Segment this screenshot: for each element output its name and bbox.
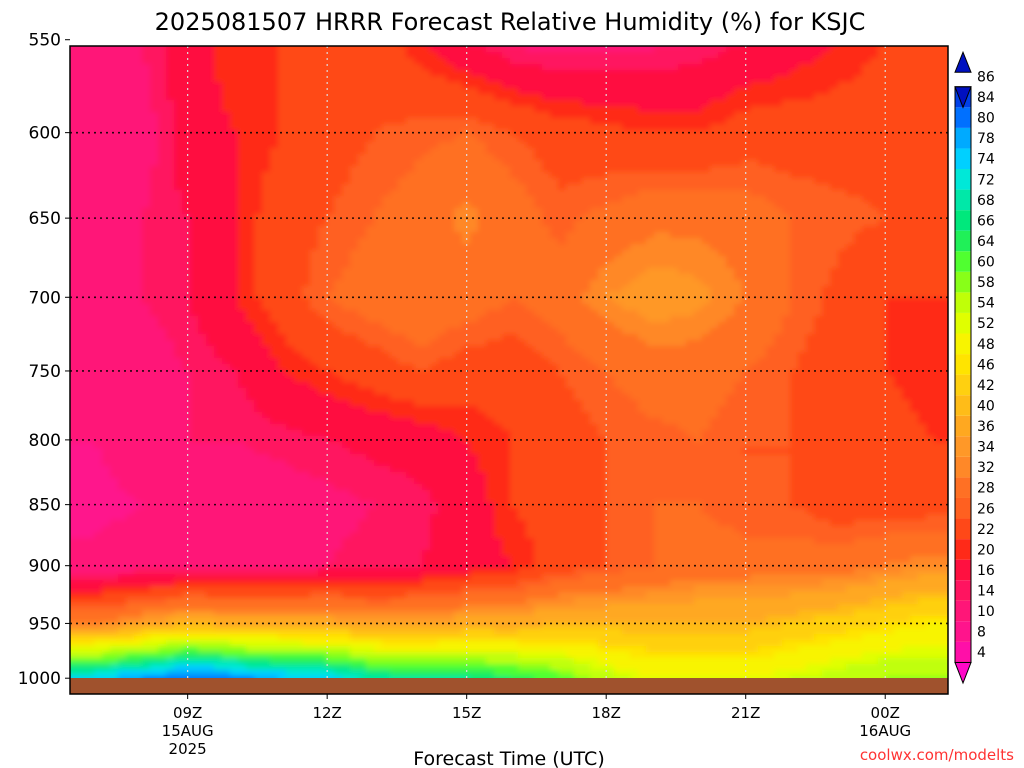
colorbar-label-78: 78: [977, 131, 995, 147]
colorbar-swatch: [955, 621, 971, 642]
x-tick-sublabel-16AUG: 16AUG: [859, 722, 911, 740]
grid-lines: [70, 46, 948, 678]
colorbar-swatch: [955, 271, 971, 293]
y-tick-label-700: 700: [29, 288, 61, 308]
colorbar-swatch: [955, 230, 971, 252]
colorbar-swatch: [955, 354, 971, 375]
colorbar-label-28: 28: [977, 481, 995, 497]
x-tick-label-15Z: 15Z: [452, 704, 481, 722]
y-tick-label-650: 650: [29, 209, 61, 229]
colorbar-label-60: 60: [977, 255, 995, 271]
x-tick-label-12Z: 12Z: [312, 704, 341, 722]
colorbar-swatch: [955, 169, 971, 190]
colorbar-label-4: 4: [977, 645, 986, 661]
colorbar-swatch: [955, 559, 971, 581]
colorbar-label-26: 26: [977, 501, 995, 517]
colorbar-label-72: 72: [977, 172, 995, 188]
x-tick-label-00Z: 00Z: [871, 704, 900, 722]
colorbar-label-32: 32: [977, 460, 995, 476]
colorbar-swatch: [955, 292, 971, 313]
colorbar-label-8: 8: [977, 625, 986, 641]
colorbar-label-74: 74: [977, 152, 995, 168]
colorbar-label-68: 68: [977, 193, 995, 209]
colorbar-label-36: 36: [977, 419, 995, 435]
colorbar-swatch: [955, 580, 971, 601]
colorbar-swatch: [955, 600, 971, 622]
x-tick-label-09Z: 09Z: [173, 704, 202, 722]
colorbar-swatch: [955, 477, 971, 498]
colorbar-swatch: [955, 251, 971, 272]
colorbar-swatch: [955, 189, 971, 211]
x-tick-label-18Z: 18Z: [592, 704, 621, 722]
colorbar-label-66: 66: [977, 213, 995, 229]
colorbar-label-54: 54: [977, 296, 995, 312]
y-tick-label-950: 950: [29, 614, 61, 634]
colorbar-swatch: [955, 333, 971, 355]
colorbar-label-16: 16: [977, 563, 995, 579]
colorbar-swatch: [955, 374, 971, 396]
colorbar-label-46: 46: [977, 357, 995, 373]
colorbar-arrow-top: [954, 50, 972, 73]
colorbar-swatch: [955, 518, 971, 540]
colorbar-swatch: [955, 539, 971, 560]
colorbar-label-14: 14: [977, 584, 995, 600]
x-axis-label: Forecast Time (UTC): [413, 748, 604, 768]
colorbar-label-64: 64: [977, 234, 995, 250]
y-tick-label-850: 850: [29, 496, 61, 516]
colorbar-label-52: 52: [977, 316, 995, 332]
colorbar: 8684807874726866646058545248464240363432…: [954, 50, 995, 685]
colorbar-label-86: 86: [977, 70, 995, 86]
y-tick-label-800: 800: [29, 431, 61, 451]
y-axis: 2503003504004505005506006507007508008509…: [18, 31, 70, 689]
colorbar-swatch: [955, 456, 971, 478]
colorbar-label-84: 84: [977, 90, 995, 106]
colorbar-swatch: [955, 497, 971, 519]
colorbar-label-40: 40: [977, 398, 995, 414]
x-tick-label-21Z: 21Z: [731, 704, 760, 722]
plot-frame: [69, 45, 949, 695]
colorbar-label-10: 10: [977, 604, 995, 620]
colorbar-label-48: 48: [977, 337, 995, 353]
colorbar-swatch-bottom: [954, 661, 972, 685]
y-tick-label-550: 550: [29, 31, 61, 51]
x-tick-sublabel-2025: 2025: [169, 740, 207, 758]
y-tick-label-1000: 1000: [18, 669, 61, 689]
colorbar-swatch: [955, 436, 971, 457]
heatmap-field: [70, 46, 948, 678]
colorbar-label-20: 20: [977, 542, 995, 558]
colorbar-swatch: [955, 127, 971, 149]
colorbar-swatch: [955, 415, 971, 437]
colorbar-label-58: 58: [977, 275, 995, 291]
y-tick-label-900: 900: [29, 557, 61, 577]
colorbar-swatch: [955, 641, 971, 663]
colorbar-swatch: [955, 148, 971, 170]
colorbar-swatch: [955, 312, 971, 334]
colorbar-label-34: 34: [977, 440, 995, 456]
y-tick-label-600: 600: [29, 124, 61, 144]
colorbar-swatch: [955, 210, 971, 231]
ground-strip: [70, 678, 948, 694]
colorbar-swatch: [955, 107, 971, 128]
colorbar-label-42: 42: [977, 378, 995, 394]
colorbar-swatch: [955, 395, 971, 416]
colorbar-label-80: 80: [977, 111, 995, 127]
credit-text: coolwx.com/modelts: [860, 746, 1014, 764]
chart-title: 2025081507 HRRR Forecast Relative Humidi…: [155, 8, 866, 36]
colorbar-label-22: 22: [977, 522, 995, 538]
y-tick-label-750: 750: [29, 362, 61, 382]
colorbar-frame: [954, 86, 972, 663]
x-tick-sublabel-15AUG: 15AUG: [162, 722, 214, 740]
